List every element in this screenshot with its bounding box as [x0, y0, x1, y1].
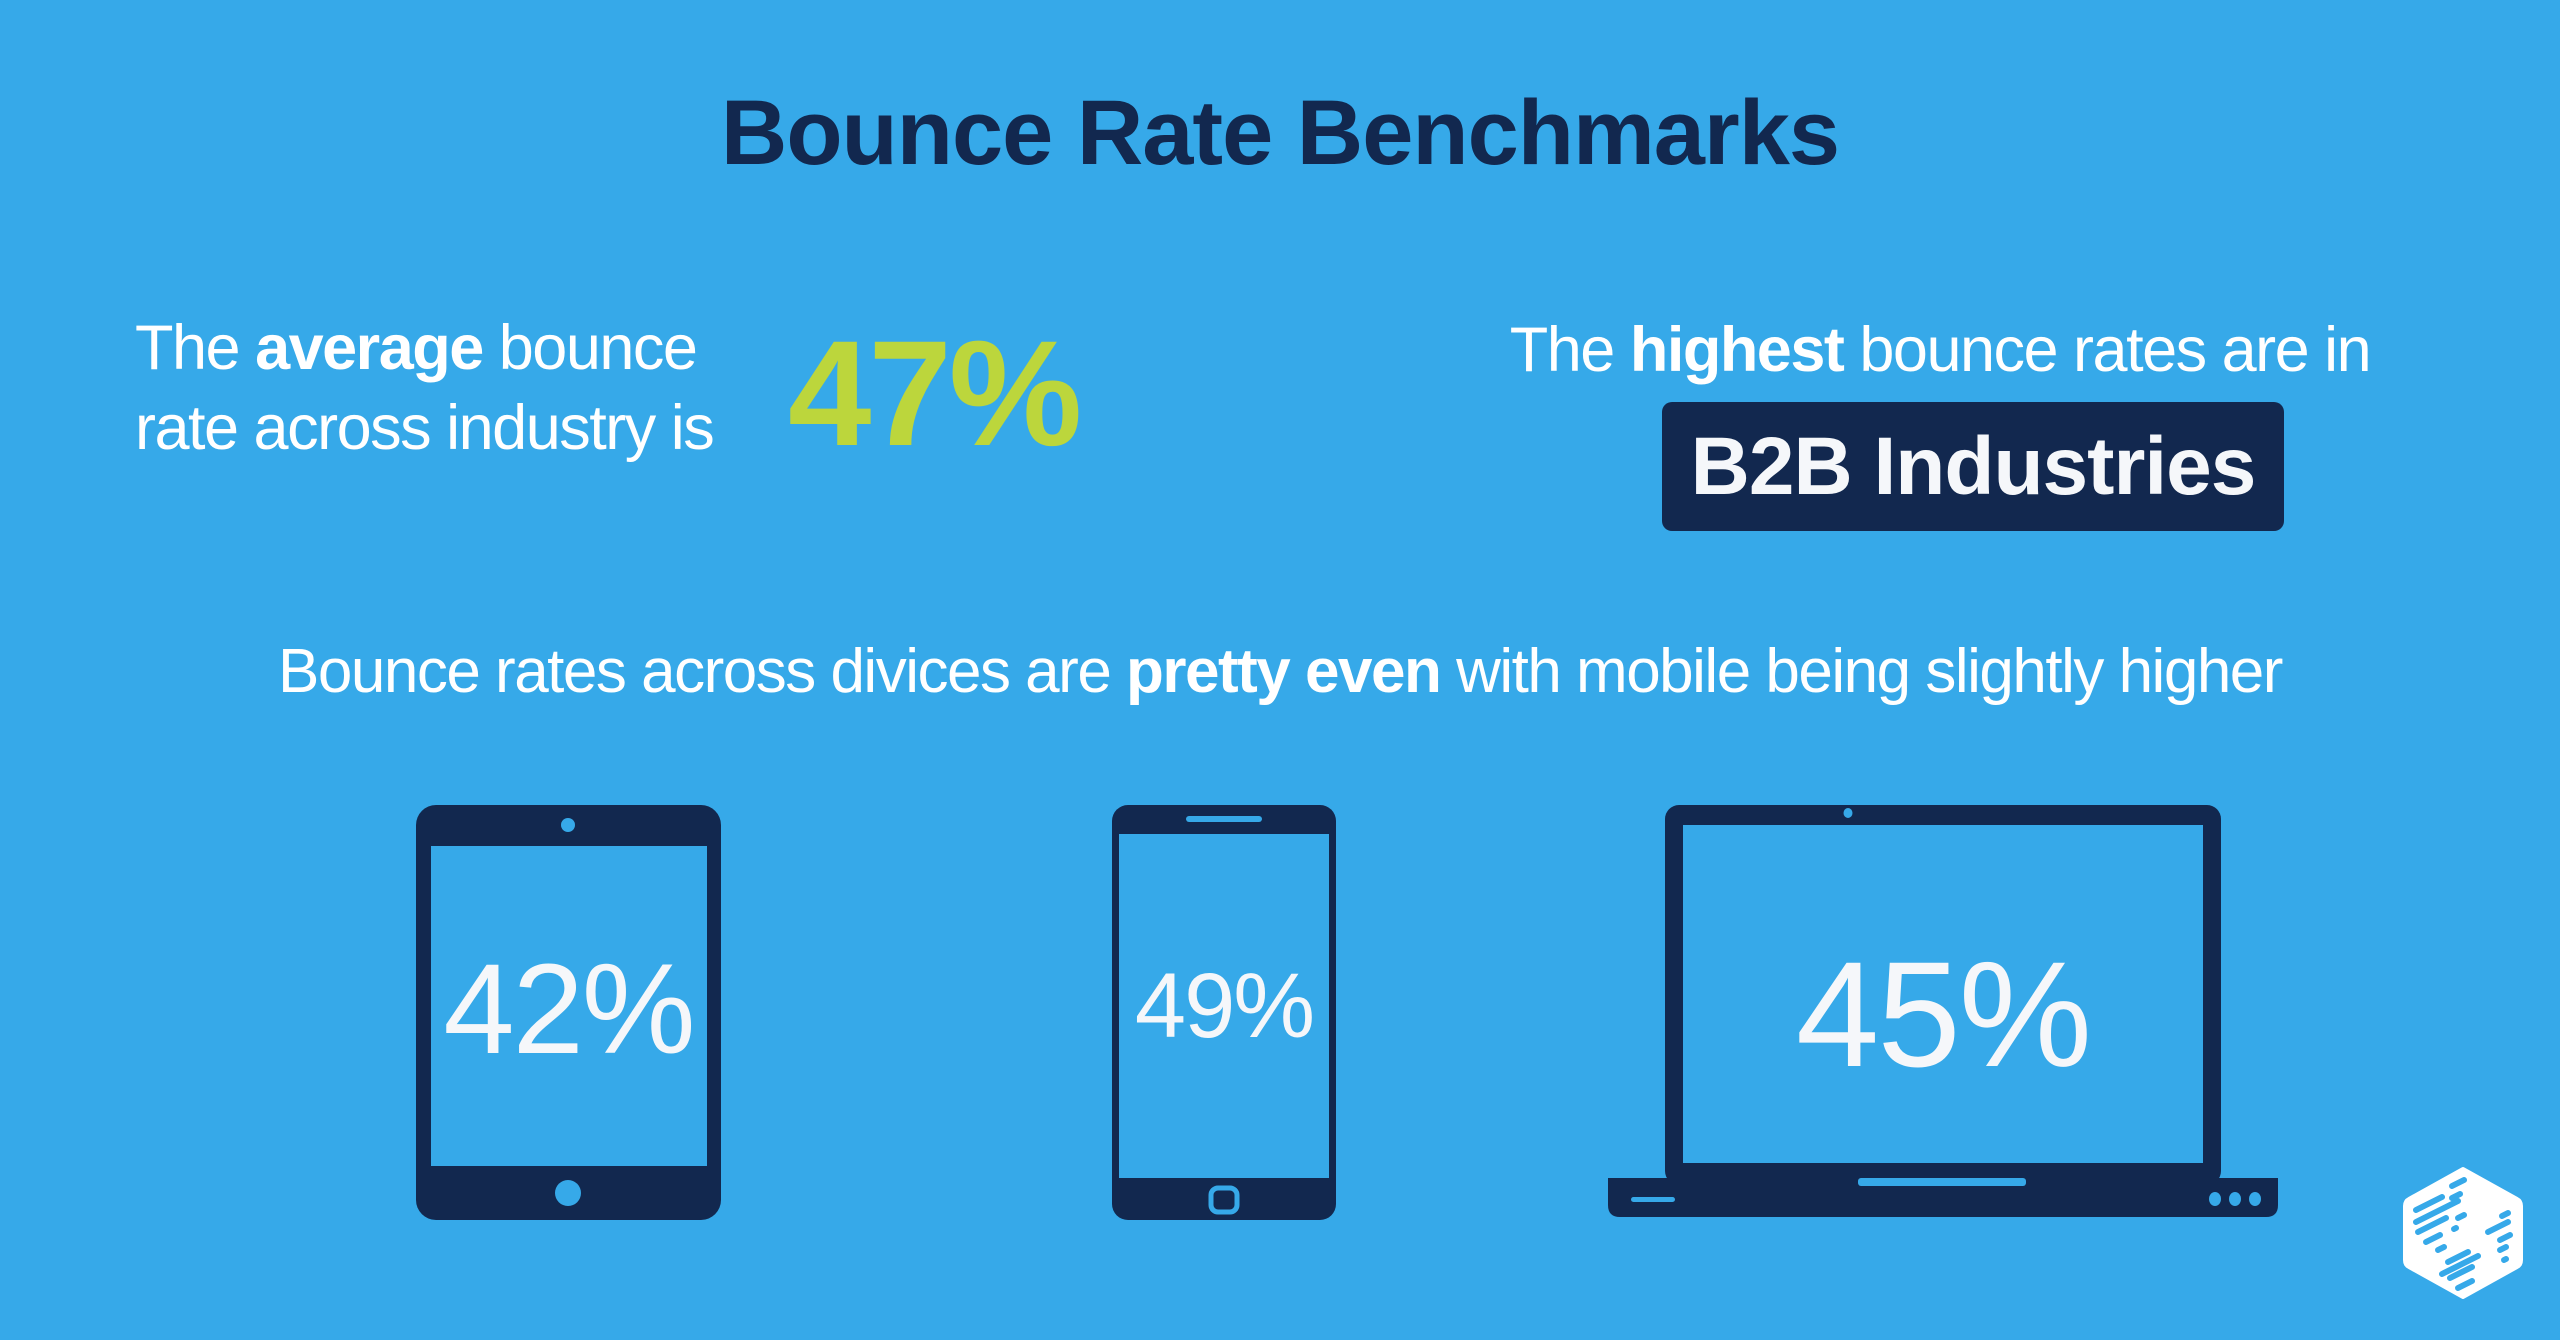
device-desktop: 45% — [1605, 805, 2281, 1218]
device-tablet: 42% — [416, 805, 721, 1220]
average-line-1: The average bounce — [135, 308, 713, 388]
page-title: Bounce Rate Benchmarks — [720, 82, 1840, 184]
highest-statement: The highest bounce rates are in — [1440, 310, 2440, 390]
tablet-bounce-rate: 42% — [443, 938, 695, 1081]
smartphone-icon — [1112, 805, 1336, 1220]
highest-industry-label: B2B Industries — [1690, 420, 2257, 512]
hexagon-logo-icon — [2403, 1167, 2523, 1299]
average-value: 47% — [788, 309, 1082, 477]
average-text-post: bounce — [482, 313, 698, 383]
highest-text-pre: The — [1509, 315, 1630, 385]
mobile-bounce-rate: 49% — [1134, 955, 1315, 1057]
highest-industry-badge: B2B Industries — [1662, 402, 2284, 531]
devices-text-bold: pretty even — [1126, 637, 1442, 706]
brand-logo — [2402, 1166, 2524, 1300]
average-text-bold: average — [255, 313, 484, 383]
highest-text-bold: highest — [1629, 315, 1845, 385]
highest-text-post: bounce rates are in — [1843, 315, 2371, 385]
tablet-icon — [416, 805, 721, 1220]
devices-text-pre: Bounce rates across divices are — [278, 637, 1127, 706]
devices-text-post: with mobile being slightly higher — [1440, 637, 2283, 706]
average-text-pre: The — [135, 313, 256, 383]
laptop-icon — [1608, 805, 2278, 1217]
devices-statement: Bounce rates across divices are pretty e… — [0, 632, 2560, 712]
device-mobile: 49% — [1112, 805, 1336, 1220]
average-line-2: rate across industry is — [135, 393, 715, 463]
average-statement: The average bounce rate across industry … — [135, 308, 715, 468]
desktop-bounce-rate: 45% — [1795, 930, 2092, 1098]
